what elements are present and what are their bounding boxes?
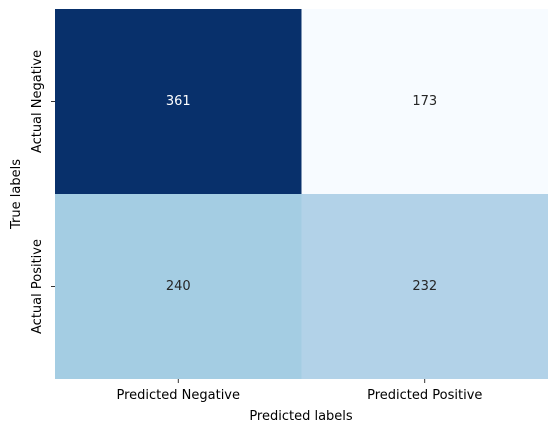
y-tick-label-0: Actual Negative	[30, 50, 45, 153]
y-axis-ticks: Actual Negative Actual Positive	[30, 50, 55, 334]
heatmap-cell-labels: 361 173 240 232	[166, 94, 437, 294]
heatmap-cell-r0-c0	[55, 9, 302, 194]
x-tick-label-0: Predicted Negative	[117, 388, 241, 403]
heatmap-value-r0-c1: 173	[412, 94, 437, 109]
heatmap-value-r1-c1: 232	[412, 279, 437, 294]
heatmap-cells	[55, 9, 548, 379]
x-axis-label: Predicted labels	[249, 409, 353, 424]
y-tick-label-1: Actual Positive	[30, 239, 45, 334]
y-axis-label: True labels	[9, 159, 24, 230]
heatmap-cell-r1-c1	[301, 194, 548, 379]
x-axis-ticks: Predicted Negative Predicted Positive	[117, 379, 482, 403]
heatmap-value-r1-c0: 240	[166, 279, 191, 294]
heatmap-cell-r1-c0	[55, 194, 302, 379]
heatmap-value-r0-c0: 361	[166, 94, 191, 109]
x-tick-label-1: Predicted Positive	[367, 388, 482, 403]
heatmap-cell-r0-c1	[301, 9, 548, 194]
